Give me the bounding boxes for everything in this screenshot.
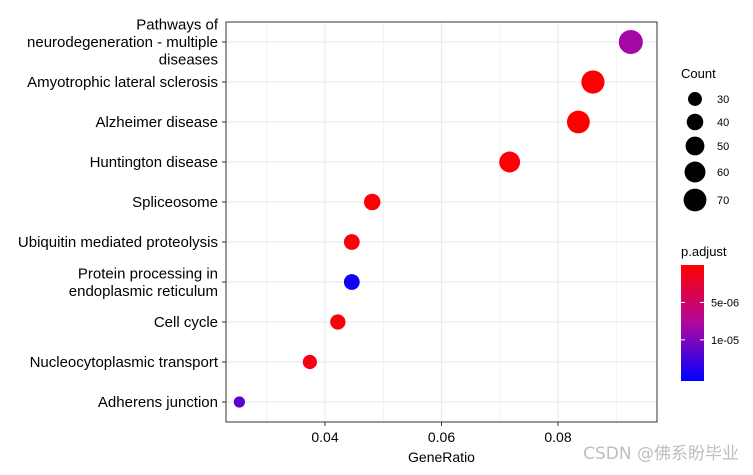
y-tick-label: Cell cycle bbox=[154, 314, 218, 331]
data-point bbox=[343, 234, 360, 250]
size-legend-key bbox=[688, 92, 702, 106]
data-point bbox=[566, 110, 590, 134]
data-point bbox=[302, 354, 317, 370]
size-legend-label: 30 bbox=[717, 94, 729, 106]
size-legend-label: 60 bbox=[717, 167, 729, 179]
size-legend-label: 50 bbox=[717, 141, 729, 153]
x-axis: 0.04 0.06 0.08 bbox=[311, 422, 572, 445]
size-legend-title: Count bbox=[681, 66, 716, 81]
colorbar-label: 5e-06 bbox=[711, 297, 739, 309]
x-tick-label: 0.04 bbox=[311, 429, 338, 445]
points-layer bbox=[233, 29, 643, 408]
y-tick-label: Alzheimer disease bbox=[95, 114, 218, 131]
size-legend-key bbox=[685, 136, 705, 156]
size-legend-key bbox=[686, 113, 704, 131]
size-legend: Count 30 40 50 60 70 bbox=[681, 66, 729, 212]
size-legend-label: 70 bbox=[717, 195, 729, 207]
data-point bbox=[363, 193, 381, 211]
x-axis-title: GeneRatio bbox=[408, 449, 475, 465]
watermark-text: CSDN @佛系盼毕业 bbox=[583, 444, 739, 464]
y-tick-label: Spliceosome bbox=[132, 194, 218, 211]
y-tick-label: Adherens junction bbox=[98, 394, 218, 411]
y-axis: Pathways of neurodegeneration - multiple d… bbox=[18, 17, 226, 411]
data-point bbox=[330, 314, 346, 330]
data-point bbox=[343, 274, 360, 290]
colorbar-label: 1e-05 bbox=[711, 335, 739, 347]
y-tick-label: Pathways of neurodegeneration - multiple d… bbox=[27, 17, 219, 69]
y-tick-label: Protein processing in endoplasmic reticul… bbox=[69, 265, 218, 300]
size-legend-label: 40 bbox=[717, 117, 729, 129]
data-point bbox=[233, 396, 245, 408]
y-tick-label: Huntington disease bbox=[90, 154, 218, 171]
data-point bbox=[581, 70, 605, 94]
y-tick-label: Ubiquitin mediated proteolysis bbox=[18, 234, 218, 251]
y-tick-label: Amyotrophic lateral sclerosis bbox=[27, 74, 218, 91]
data-point bbox=[499, 151, 521, 173]
size-legend-key bbox=[684, 161, 706, 183]
y-tick-label: Nucleocytoplasmic transport bbox=[30, 354, 219, 371]
color-legend: p.adjust 5e-06 1e-05 bbox=[681, 244, 739, 381]
x-tick-label: 0.08 bbox=[544, 429, 571, 445]
x-tick-label: 0.06 bbox=[428, 429, 455, 445]
color-legend-title: p.adjust bbox=[681, 244, 727, 259]
size-legend-key bbox=[683, 188, 707, 212]
data-point bbox=[618, 29, 643, 55]
colorbar bbox=[681, 265, 704, 381]
